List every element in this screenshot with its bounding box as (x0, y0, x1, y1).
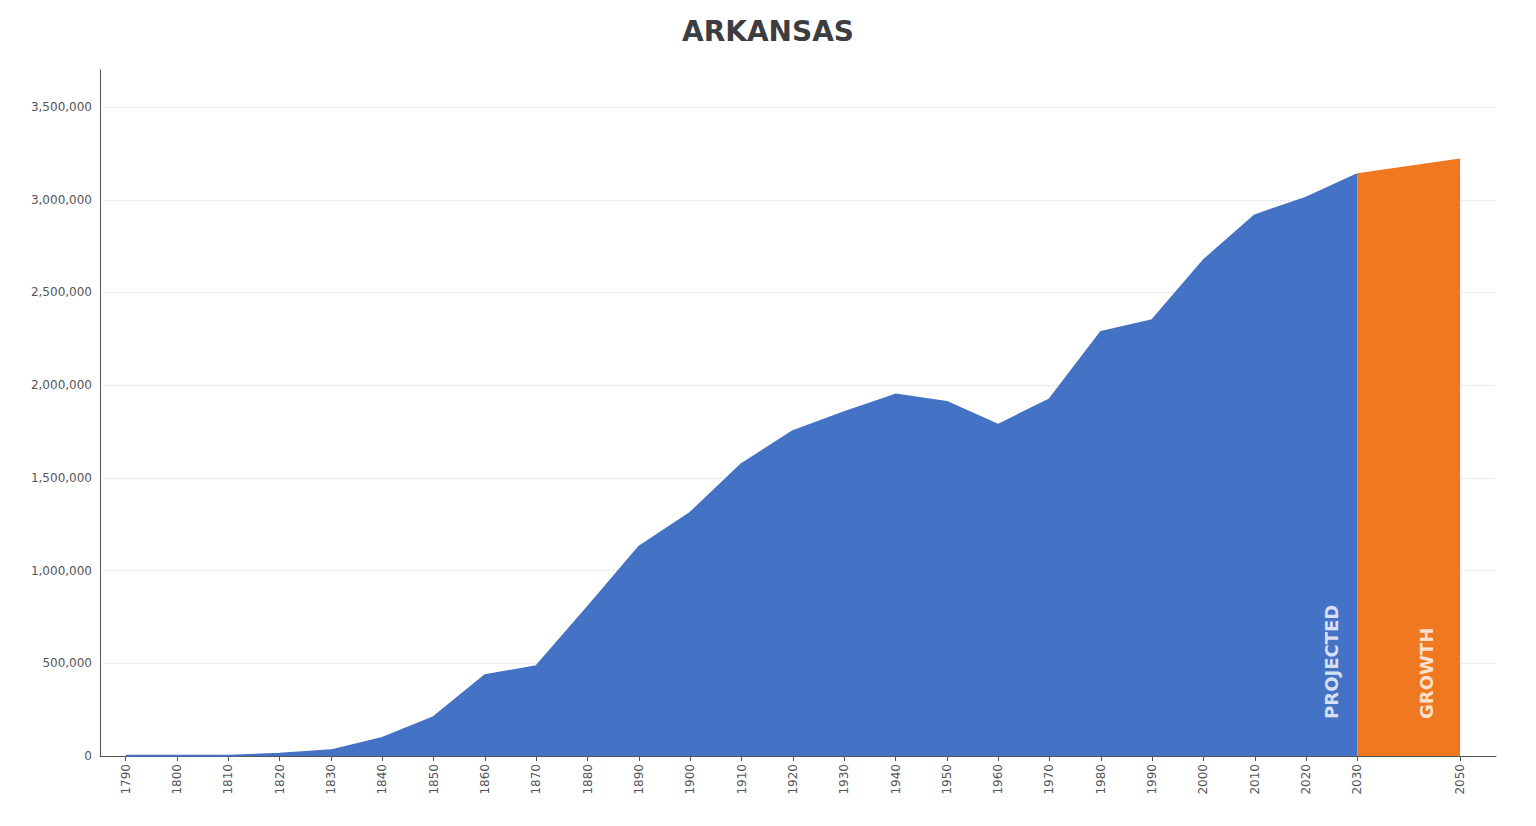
svg-text:2000: 2000 (1196, 764, 1210, 795)
svg-text:2030: 2030 (1350, 764, 1364, 795)
svg-text:GROWTH: GROWTH (1416, 628, 1437, 719)
svg-text:1870: 1870 (529, 764, 543, 795)
svg-text:1930: 1930 (837, 764, 851, 795)
svg-text:3,500,000: 3,500,000 (31, 100, 92, 114)
svg-text:1970: 1970 (1042, 764, 1056, 795)
svg-text:1940: 1940 (889, 764, 903, 795)
svg-text:1,000,000: 1,000,000 (31, 564, 92, 578)
svg-text:1860: 1860 (478, 764, 492, 795)
svg-text:1790: 1790 (119, 764, 133, 795)
svg-text:PROJECTED: PROJECTED (1321, 605, 1342, 719)
svg-text:1,500,000: 1,500,000 (31, 471, 92, 485)
svg-text:3,000,000: 3,000,000 (31, 193, 92, 207)
svg-text:1920: 1920 (786, 764, 800, 795)
svg-text:1960: 1960 (991, 764, 1005, 795)
svg-text:1900: 1900 (683, 764, 697, 795)
svg-text:1950: 1950 (940, 764, 954, 795)
svg-text:1880: 1880 (581, 764, 595, 795)
svg-text:1850: 1850 (427, 764, 441, 795)
svg-text:500,000: 500,000 (42, 656, 92, 670)
svg-text:2050: 2050 (1453, 764, 1467, 795)
svg-text:1980: 1980 (1094, 764, 1108, 795)
svg-text:1810: 1810 (221, 764, 235, 795)
svg-text:1890: 1890 (632, 764, 646, 795)
svg-text:1990: 1990 (1145, 764, 1159, 795)
svg-text:1820: 1820 (273, 764, 287, 795)
svg-text:ARKANSAS: ARKANSAS (682, 15, 854, 48)
svg-text:2020: 2020 (1299, 764, 1313, 795)
svg-text:2,500,000: 2,500,000 (31, 285, 92, 299)
svg-text:2,000,000: 2,000,000 (31, 378, 92, 392)
svg-text:1800: 1800 (170, 764, 184, 795)
svg-text:1910: 1910 (735, 764, 749, 795)
svg-text:1840: 1840 (375, 764, 389, 795)
svg-text:0: 0 (84, 749, 92, 763)
svg-text:2010: 2010 (1248, 764, 1262, 795)
svg-text:1830: 1830 (324, 764, 338, 795)
